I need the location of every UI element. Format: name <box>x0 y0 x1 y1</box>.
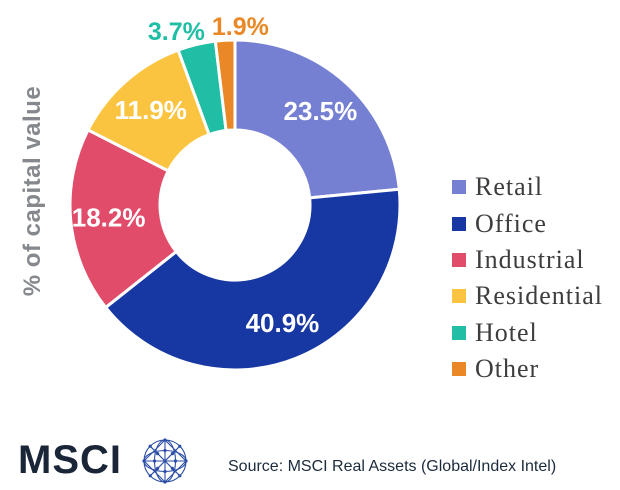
slice-label-industrial: 18.2% <box>72 203 146 233</box>
slice-label-residential: 11.9% <box>115 95 187 125</box>
msci-globe-icon <box>142 438 188 484</box>
msci-logo-wordmark: MSCI <box>18 438 122 482</box>
legend-label: Retail <box>475 172 544 202</box>
legend-swatch-office <box>452 216 466 231</box>
legend-item-residential: Residential <box>452 278 603 314</box>
legend-swatch-industrial <box>452 252 466 267</box>
slice-label-other: 1.9% <box>212 13 269 41</box>
legend-label: Residential <box>475 281 603 311</box>
pie-slice-other <box>213 38 237 133</box>
legend-item-industrial: Industrial <box>452 242 603 278</box>
pie-slice-industrial <box>68 128 178 309</box>
source-text: Source: MSCI Real Assets (Global/Index I… <box>228 458 557 475</box>
slice-label-hotel: 3.7% <box>148 18 205 46</box>
chart-legend: Retail Office Industrial Residential Hotel Ot… <box>452 169 603 387</box>
slice-label-office: 40.9% <box>246 308 320 338</box>
legend-swatch-hotel <box>452 325 466 340</box>
legend-item-retail: Retail <box>452 169 603 205</box>
legend-label: Other <box>475 354 540 384</box>
donut-chart: 23.5% 40.9% 18.2% 11.9% 3.7% 1.9% <box>68 13 402 372</box>
legend-label: Hotel <box>475 317 538 347</box>
legend-label: Industrial <box>475 244 585 274</box>
pie-slice-retail <box>233 38 401 200</box>
legend-swatch-retail <box>452 180 466 195</box>
legend-item-other: Other <box>452 351 603 387</box>
legend-swatch-residential <box>452 289 466 304</box>
legend-label: Office <box>475 208 547 238</box>
legend-item-hotel: Hotel <box>452 315 603 351</box>
legend-swatch-other <box>452 362 466 377</box>
legend-item-office: Office <box>452 205 603 241</box>
pie-slice-office <box>104 187 402 372</box>
slice-label-retail: 23.5% <box>284 96 358 126</box>
